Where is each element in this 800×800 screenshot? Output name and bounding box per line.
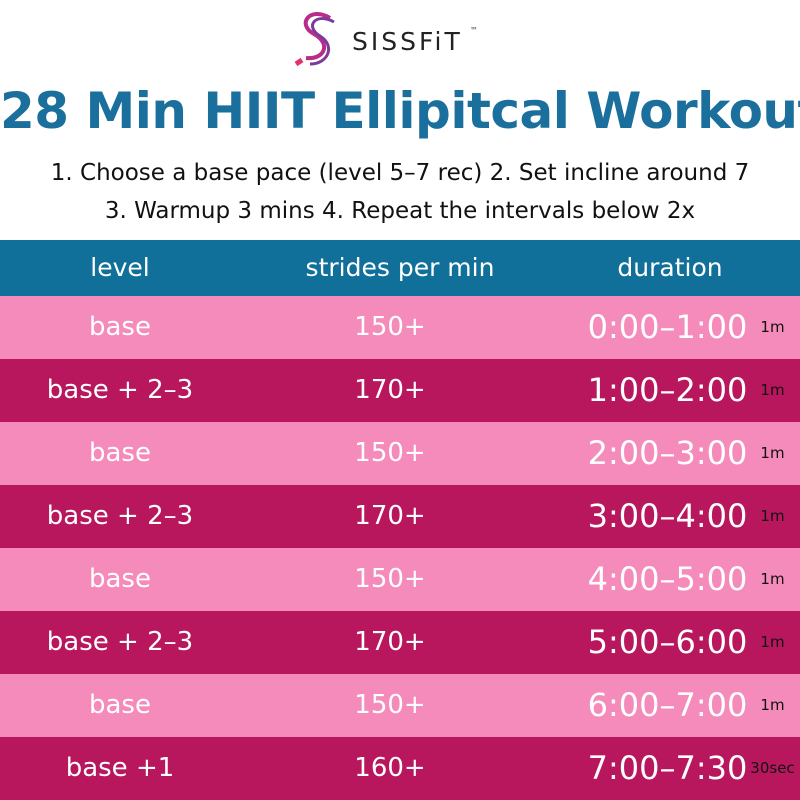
title: 28 Min HIIT Ellipitcal Workout xyxy=(0,82,800,140)
table-cell: 150+ xyxy=(354,312,426,342)
table-row: base 150+ 4:00–5:00 1m xyxy=(0,548,800,611)
table-cell: base + 2–3 xyxy=(46,501,194,531)
brand: SISSFiT xyxy=(352,27,463,56)
table-cell: 150+ xyxy=(354,564,426,594)
table-cell: base xyxy=(89,564,151,594)
table-cell: 170+ xyxy=(354,375,426,405)
table-cell: base + 2–3 xyxy=(46,375,194,405)
table-cell: 160+ xyxy=(354,753,426,783)
duration-note: 1m xyxy=(760,633,785,651)
table-cell: 170+ xyxy=(354,501,426,531)
table-row: base + 2–3 170+ 3:00–4:00 1m xyxy=(0,485,800,548)
table-cell: 4:00–5:00 xyxy=(587,560,748,598)
instruction: 3. Warmup 3 mins 4. Repeat the intervals… xyxy=(104,198,696,224)
table-cell: 5:00–6:00 xyxy=(587,623,748,661)
table-row: base + 2–3 170+ 5:00–6:00 1m xyxy=(0,611,800,674)
duration-note: 1m xyxy=(760,381,785,399)
duration-note: 1m xyxy=(760,570,785,588)
duration-note: 1m xyxy=(760,507,785,525)
table-cell: base + 2–3 xyxy=(46,627,194,657)
duration-note: 1m xyxy=(760,696,785,714)
table-cell: 6:00–7:00 xyxy=(587,686,748,724)
table-row: base + 2–3 170+ 1:00–2:00 1m xyxy=(0,359,800,422)
table-cell: 3:00–4:00 xyxy=(587,497,748,535)
table-cell: 0:00–1:00 xyxy=(587,308,748,346)
column-header: level xyxy=(90,253,150,282)
instruction: 1. Choose a base pace (level 5–7 rec) 2.… xyxy=(50,160,750,186)
table-cell: 170+ xyxy=(354,627,426,657)
table-cell: 7:00–7:30 xyxy=(587,749,748,787)
table-cell: base xyxy=(89,438,151,468)
duration-note: 1m xyxy=(760,318,785,336)
table-header: level strides per min duration xyxy=(0,240,800,296)
table-cell: base xyxy=(89,312,151,342)
column-header: strides per min xyxy=(305,253,495,282)
table-cell: 150+ xyxy=(354,438,426,468)
duration-note: 1m xyxy=(760,444,785,462)
table-cell: 150+ xyxy=(354,690,426,720)
column-header: duration xyxy=(617,253,723,282)
table-cell: 2:00–3:00 xyxy=(587,434,748,472)
table-cell: base +1 xyxy=(65,753,175,783)
duration-note: 30sec xyxy=(750,759,795,777)
logo-icon xyxy=(294,12,335,67)
table-row: base 150+ 2:00–3:00 1m xyxy=(0,422,800,485)
trademark: ™ xyxy=(470,26,478,35)
table-row: base 150+ 0:00–1:00 1m xyxy=(0,296,800,359)
table-row: base +1 160+ 7:00–7:30 30sec xyxy=(0,737,800,800)
table-row: base 150+ 6:00–7:00 1m xyxy=(0,674,800,737)
table-cell: base xyxy=(89,690,151,720)
table-cell: 1:00–2:00 xyxy=(587,371,748,409)
